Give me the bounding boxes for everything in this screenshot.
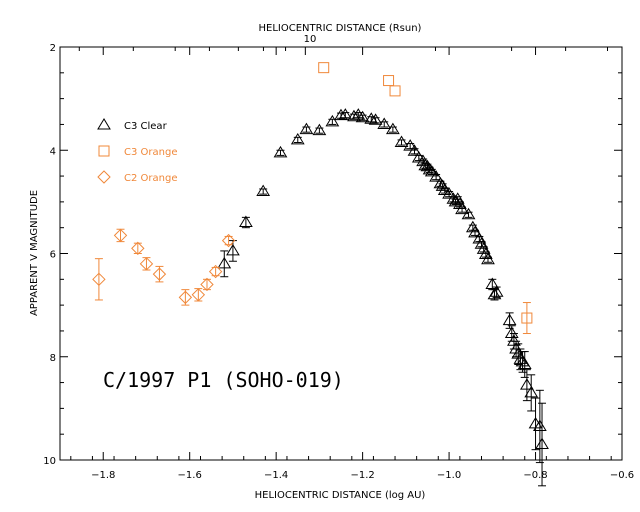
legend-marker — [97, 118, 111, 130]
data-point — [377, 117, 392, 129]
y-tick-label: 6 — [50, 250, 56, 261]
data-point — [389, 85, 401, 97]
data-point — [476, 242, 491, 254]
legend-label: C3 Orange — [124, 147, 177, 158]
data-point — [191, 288, 206, 302]
legend-marker — [98, 145, 110, 157]
series-c3-orange — [318, 62, 533, 335]
data-point — [468, 225, 482, 238]
x-axis-label: HELIOCENTRIC DISTANCE (log AU) — [255, 490, 426, 501]
data-point — [347, 109, 361, 122]
data-point — [461, 207, 476, 220]
data-point — [433, 176, 448, 189]
data-point — [217, 256, 232, 269]
data-point — [355, 110, 370, 123]
data-point — [368, 113, 383, 125]
data-point — [394, 135, 409, 148]
chart-title: C/1997 P1 (SOHO-019) — [103, 368, 344, 392]
y-tick-label: 10 — [43, 456, 56, 467]
legend-label: C3 Clear — [124, 121, 168, 132]
top-axis-label: HELIOCENTRIC DISTANCE (Rsun) — [259, 23, 422, 34]
x-tick-label: −1.0 — [437, 470, 461, 481]
data-point — [385, 122, 400, 135]
data-point — [256, 184, 271, 197]
data-point — [517, 357, 532, 369]
series-c2-orange — [92, 228, 236, 306]
data-point — [312, 123, 327, 136]
data-point — [535, 437, 549, 450]
x-tick-label: −1.8 — [91, 470, 115, 481]
data-point — [92, 272, 106, 287]
marks — [92, 62, 549, 487]
data-point — [453, 197, 467, 209]
legend-label: C2 Orange — [124, 173, 177, 184]
y-tick-label: 4 — [50, 146, 56, 157]
data-point — [481, 252, 495, 265]
x-tick-label: −1.4 — [264, 470, 288, 481]
data-point — [325, 114, 340, 127]
data-point — [338, 108, 353, 120]
data-point — [334, 108, 348, 121]
data-point — [532, 419, 547, 431]
data-point — [131, 241, 145, 256]
data-point — [520, 378, 534, 390]
data-point — [208, 264, 223, 279]
data-point — [290, 132, 305, 145]
data-point — [450, 192, 465, 204]
data-point — [521, 312, 533, 324]
data-point — [515, 354, 530, 367]
data-point — [221, 233, 236, 248]
top-axis-tick-label: 10 — [304, 34, 317, 45]
y-axis-label: APPARENT V MAGNITUDE — [29, 190, 40, 316]
y-tick-label: 8 — [50, 353, 56, 364]
x-tick-label: −1.2 — [350, 470, 374, 481]
series-c3-clear — [217, 108, 549, 487]
data-point — [513, 352, 528, 364]
data-point — [442, 187, 456, 199]
data-point — [318, 62, 330, 74]
legend-marker — [97, 170, 111, 184]
data-point — [485, 277, 500, 289]
data-point — [178, 290, 193, 305]
data-point — [474, 237, 489, 249]
data-point — [424, 164, 439, 177]
data-point — [299, 122, 314, 135]
data-point — [502, 313, 517, 326]
data-point — [403, 139, 418, 151]
data-point — [200, 277, 214, 292]
data-point — [478, 247, 493, 260]
data-point — [511, 347, 526, 359]
x-tick-label: −0.6 — [610, 470, 634, 481]
data-point — [509, 342, 523, 354]
data-point — [239, 215, 253, 228]
data-point — [113, 228, 128, 243]
data-point — [152, 267, 167, 281]
data-point — [364, 112, 379, 124]
data-point — [489, 285, 504, 297]
data-point — [273, 145, 288, 158]
data-point — [524, 385, 539, 398]
data-point — [465, 220, 480, 233]
data-point — [226, 243, 240, 256]
x-tick-label: −1.6 — [178, 470, 202, 481]
data-point — [429, 170, 443, 182]
data-point — [472, 232, 487, 244]
y-tick-label: 2 — [50, 43, 56, 54]
data-point — [487, 287, 502, 300]
legend: C3 Clear C3 Orange C2 Orange — [97, 118, 177, 184]
data-point — [139, 257, 154, 271]
data-point — [383, 75, 395, 87]
x-tick-label: −0.8 — [523, 470, 547, 481]
data-point — [407, 144, 422, 156]
axes: −1.8 −1.6 −1.4 −1.2 −1.0 −0.8 −0.6 2 4 6 8 10 — [43, 43, 634, 481]
data-point — [504, 326, 519, 339]
data-point — [455, 202, 469, 215]
data-point — [507, 334, 521, 346]
